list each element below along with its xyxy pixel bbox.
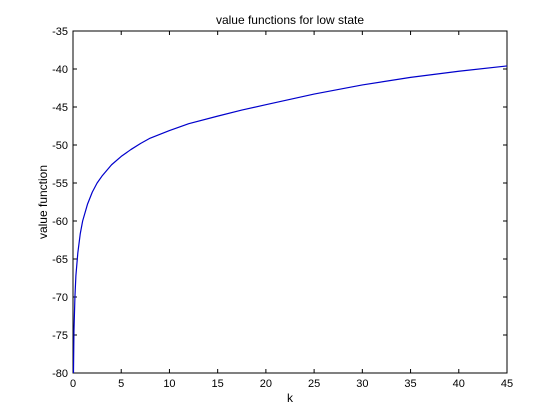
y-tick-label: -50 <box>52 140 68 152</box>
chart-title: value functions for low state <box>216 13 364 27</box>
y-tick-label: -55 <box>52 178 68 190</box>
series-layer <box>72 65 508 374</box>
y-tick-label: -45 <box>52 102 68 114</box>
x-tick-label: 15 <box>212 378 224 390</box>
plot-area <box>72 30 508 374</box>
tick-labels: 0 5 10 15 20 25 30 35 40 45 -35 -40 -45 -50 -55 -60 -65 -… <box>52 26 513 390</box>
x-tick-label: 30 <box>356 378 368 390</box>
x-tick-label: 0 <box>70 378 76 390</box>
x-tick-label: 25 <box>308 378 320 390</box>
y-axis-label: value function <box>36 165 50 239</box>
x-tick-label: 20 <box>260 378 272 390</box>
axis-ticks <box>72 30 508 374</box>
x-tick-label: 5 <box>118 378 124 390</box>
y-tick-label: -60 <box>52 216 68 228</box>
y-tick-label: -80 <box>52 368 68 380</box>
y-tick-label: -75 <box>52 330 68 342</box>
y-tick-label: -35 <box>52 26 68 38</box>
x-tick-label: 40 <box>453 378 465 390</box>
x-tick-label: 45 <box>501 378 513 390</box>
x-tick-label: 10 <box>163 378 175 390</box>
y-tick-label: -40 <box>52 64 68 76</box>
y-tick-label: -65 <box>52 254 68 266</box>
y-tick-label: -70 <box>52 292 68 304</box>
x-axis-label: k <box>287 391 294 405</box>
x-tick-label: 35 <box>404 378 416 390</box>
value-function-line <box>72 65 508 374</box>
